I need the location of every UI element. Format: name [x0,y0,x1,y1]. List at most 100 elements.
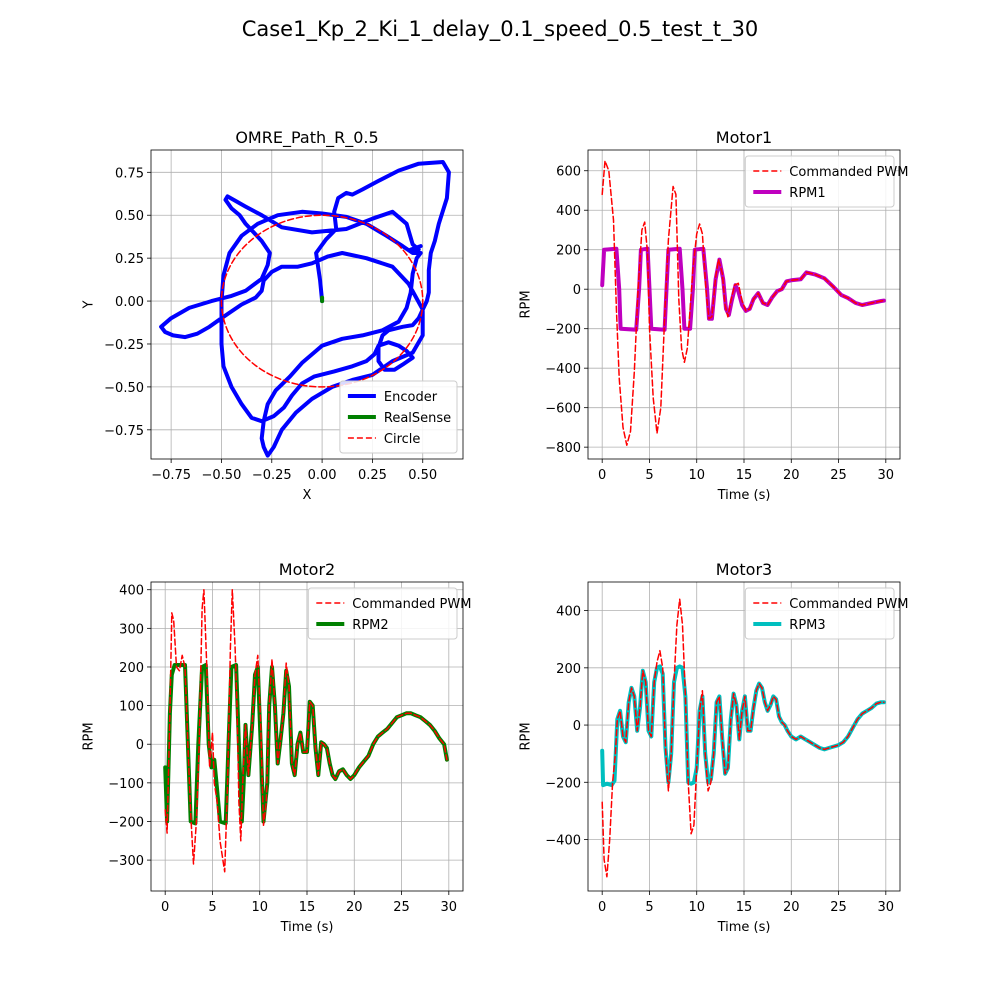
motor2-xtick-label: 10 [251,900,268,915]
motor2-xtick-label: 30 [441,900,458,915]
path-series-circle [220,214,424,388]
motor1-xtick-label: 25 [830,468,847,483]
motor2-legend-box [307,587,458,640]
motor1-ytick-label: −600 [545,402,581,417]
motor3-xtick-label: 5 [645,900,653,915]
path-legend-label: Encoder [384,390,438,405]
path-series-encoder [159,160,451,458]
motor2-ytick-label: −200 [108,815,144,830]
motor2-xtick-label: 15 [299,900,316,915]
motor1-ylabel: RPM [519,290,534,318]
motor3-series-commanded-pwm [601,598,885,878]
motor1-ytick-label: −400 [545,362,581,377]
path-ylabel: Y [82,300,97,309]
motor3-plot-area [600,598,886,878]
motor1-legend-label: RPM1 [789,186,825,201]
motor1-xtick-label: 10 [688,468,705,483]
chart-motor2: Motor2 Time (s) RPM 0 5 10 15 20 25 30 −300 −200 −10… [82,560,472,935]
path-ytick-label: 0.25 [115,252,144,267]
path-ytick-label: −0.25 [104,338,144,353]
motor1-series-rpm1 [600,246,886,332]
motor2-ytick-label: 200 [119,661,144,676]
motor1-ytick-label: −200 [545,323,581,338]
motor3-xlabel: Time (s) [717,920,771,935]
chart-path: OMRE_Path_R_0.5 X Y −0.75 −0.50 −0.25 0.00 0.25… [82,128,464,503]
figure-suptitle: Case1_Kp_2_Ki_1_delay_0.1_speed_0.5_test… [242,17,759,42]
path-plot-area [159,160,451,458]
path-legend: Encoder RealSense Circle [339,380,458,454]
motor3-legend-label: Commanded PWM [789,597,908,612]
motor1-legend: Commanded PWM RPM1 [744,155,908,208]
motor1-xtick-label: 20 [783,468,800,483]
motor1-xtick-label: 0 [598,468,606,483]
path-legend-label: Circle [384,432,421,447]
motor3-ylabel: RPM [519,722,534,750]
motor3-xtick-label: 20 [783,900,800,915]
motor2-ytick-label: −300 [108,854,144,869]
motor3-ytick-label: 400 [556,605,581,620]
motor2-ytick-label: 0 [136,738,144,753]
motor3-legend-label: RPM3 [789,618,825,633]
motor2-series-commanded-pwm [164,588,448,873]
motor2-ytick-label: 300 [119,622,144,637]
motor3-xtick-label: 25 [830,900,847,915]
motor1-xtick-label: 30 [878,468,895,483]
motor2-title: Motor2 [279,560,335,579]
path-xtick-label: 0.25 [358,468,387,483]
motor2-legend: Commanded PWM RPM2 [307,587,471,640]
motor2-xlabel: Time (s) [280,920,334,935]
path-legend-label: RealSense [384,411,451,426]
motor1-frame [587,149,901,460]
path-xtick-label: −0.50 [202,468,242,483]
motor3-legend: Commanded PWM RPM3 [744,587,908,640]
path-frame [150,149,464,460]
path-xlabel: X [303,488,312,503]
chart-motor3: Motor3 Time (s) RPM 0 5 10 15 20 25 30 −400 −200 0 20… [519,560,909,935]
path-xtick-label: −0.25 [252,468,292,483]
motor1-series-commanded-pwm [601,160,885,446]
path-xtick-label: 0.00 [308,468,337,483]
path-ytick-label: −0.50 [104,381,144,396]
path-title: OMRE_Path_R_0.5 [235,128,378,148]
motor3-xtick-label: 0 [598,900,606,915]
motor2-xtick-label: 20 [346,900,363,915]
motor2-ytick-label: 400 [119,584,144,599]
motor2-xtick-label: 25 [393,900,410,915]
motor1-title: Motor1 [716,128,772,147]
motor1-ytick-label: 0 [573,283,581,298]
motor1-xtick-label: 5 [645,468,653,483]
path-ytick-label: 0.50 [115,209,144,224]
motor1-ytick-label: 200 [556,244,581,259]
motor2-xtick-label: 5 [208,900,216,915]
path-ytick-label: −0.75 [104,424,144,439]
motor2-frame [150,581,464,892]
motor3-title: Motor3 [716,560,772,579]
motor2-ytick-label: −100 [108,777,144,792]
motor1-xtick-label: 15 [736,468,753,483]
motor2-legend-label: Commanded PWM [352,597,471,612]
motor1-legend-box [744,155,895,208]
motor3-legend-box [744,587,895,640]
motor1-ytick-label: −800 [545,441,581,456]
motor3-ytick-label: −400 [545,834,581,849]
motor3-xtick-label: 10 [688,900,705,915]
motor1-plot-area [600,160,886,446]
motor3-xtick-label: 15 [736,900,753,915]
motor2-legend-label: RPM2 [352,618,388,633]
path-ytick-label: 0.00 [115,295,144,310]
motor1-legend-label: Commanded PWM [789,165,908,180]
motor3-frame [587,581,901,892]
motor2-ytick-label: 100 [119,700,144,715]
path-xtick-label: −0.75 [151,468,191,483]
path-xtick-label: 0.50 [408,468,437,483]
chart-motor1: Motor1 Time (s) RPM 0 5 10 15 20 25 30 −800 −600 −40… [519,128,909,503]
subplot-panels: OMRE_Path_R_0.5 X Y −0.75 −0.50 −0.25 0.00 0.25… [82,128,909,935]
motor2-xtick-label: 0 [161,900,169,915]
path-legend-box [339,380,458,454]
motor3-ytick-label: −200 [545,776,581,791]
path-ytick-label: 0.75 [115,166,144,181]
motor1-ytick-label: 400 [556,204,581,219]
motor2-plot-area [163,588,449,873]
motor1-xlabel: Time (s) [717,488,771,503]
